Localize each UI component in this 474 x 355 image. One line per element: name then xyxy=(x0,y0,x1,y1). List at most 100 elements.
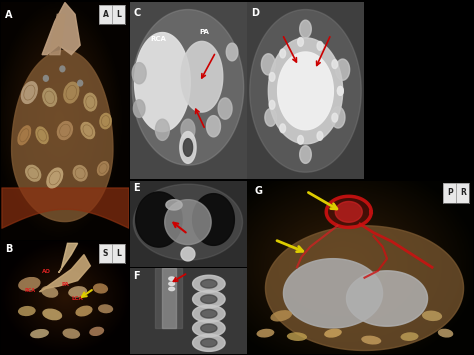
Polygon shape xyxy=(226,43,238,61)
Text: C: C xyxy=(133,8,141,18)
Text: A: A xyxy=(103,10,109,19)
Text: B: B xyxy=(5,245,13,255)
Polygon shape xyxy=(335,202,362,222)
Text: S: S xyxy=(103,249,108,258)
Text: D: D xyxy=(251,8,259,18)
Text: F: F xyxy=(133,271,140,281)
Ellipse shape xyxy=(25,165,41,182)
Polygon shape xyxy=(331,107,345,128)
Polygon shape xyxy=(326,196,371,228)
Ellipse shape xyxy=(18,125,31,146)
Ellipse shape xyxy=(438,329,453,338)
Polygon shape xyxy=(192,305,225,322)
Ellipse shape xyxy=(21,81,38,104)
Polygon shape xyxy=(169,287,174,291)
Polygon shape xyxy=(201,324,217,333)
Polygon shape xyxy=(181,119,195,140)
Polygon shape xyxy=(317,131,323,140)
Ellipse shape xyxy=(270,310,292,322)
Polygon shape xyxy=(269,100,275,109)
Text: AO: AO xyxy=(42,269,51,274)
Ellipse shape xyxy=(63,82,80,104)
Polygon shape xyxy=(135,33,190,132)
Polygon shape xyxy=(280,124,285,133)
Polygon shape xyxy=(261,54,275,75)
Text: RCA: RCA xyxy=(24,288,35,293)
Text: G: G xyxy=(254,186,262,196)
Polygon shape xyxy=(283,259,383,328)
Text: PA: PA xyxy=(200,29,210,35)
Polygon shape xyxy=(332,113,337,122)
Polygon shape xyxy=(155,119,169,140)
Polygon shape xyxy=(163,268,176,328)
Ellipse shape xyxy=(73,165,88,182)
Text: A: A xyxy=(5,10,13,20)
Polygon shape xyxy=(280,49,285,58)
Text: RCA: RCA xyxy=(151,36,167,42)
Polygon shape xyxy=(169,282,174,285)
Polygon shape xyxy=(155,268,182,328)
Polygon shape xyxy=(201,295,217,304)
Text: R: R xyxy=(460,189,465,197)
Polygon shape xyxy=(192,334,225,351)
Ellipse shape xyxy=(41,286,58,298)
Polygon shape xyxy=(133,100,145,118)
Polygon shape xyxy=(218,98,232,119)
Text: PA: PA xyxy=(61,282,69,287)
Ellipse shape xyxy=(361,335,381,345)
Polygon shape xyxy=(133,184,243,260)
Text: L: L xyxy=(116,10,121,19)
Ellipse shape xyxy=(81,122,95,140)
Text: L: L xyxy=(116,249,121,258)
Polygon shape xyxy=(132,10,244,165)
Polygon shape xyxy=(132,62,146,84)
Polygon shape xyxy=(269,72,275,81)
Polygon shape xyxy=(201,310,217,318)
Polygon shape xyxy=(337,87,343,95)
Polygon shape xyxy=(169,277,174,280)
Ellipse shape xyxy=(59,65,65,72)
Ellipse shape xyxy=(287,332,307,341)
Polygon shape xyxy=(39,255,91,292)
Ellipse shape xyxy=(36,126,49,144)
Ellipse shape xyxy=(42,88,57,107)
Polygon shape xyxy=(181,42,223,112)
Ellipse shape xyxy=(57,121,73,140)
Polygon shape xyxy=(192,275,225,292)
Ellipse shape xyxy=(46,168,64,189)
Polygon shape xyxy=(166,200,182,210)
Polygon shape xyxy=(265,109,276,126)
Polygon shape xyxy=(207,116,220,137)
Polygon shape xyxy=(346,271,428,326)
Polygon shape xyxy=(181,247,195,261)
Polygon shape xyxy=(136,192,182,247)
Polygon shape xyxy=(42,2,80,55)
Ellipse shape xyxy=(256,329,274,338)
Polygon shape xyxy=(183,138,192,156)
Polygon shape xyxy=(268,38,343,144)
Polygon shape xyxy=(192,193,234,245)
Ellipse shape xyxy=(18,306,36,316)
Ellipse shape xyxy=(83,93,97,111)
Ellipse shape xyxy=(18,277,41,291)
Text: P: P xyxy=(447,189,453,197)
Ellipse shape xyxy=(422,311,442,321)
Polygon shape xyxy=(265,226,464,350)
Polygon shape xyxy=(192,291,225,308)
Ellipse shape xyxy=(42,308,62,320)
Ellipse shape xyxy=(99,113,112,129)
Polygon shape xyxy=(300,146,311,163)
Ellipse shape xyxy=(97,161,109,176)
Ellipse shape xyxy=(93,283,108,294)
Text: E: E xyxy=(133,183,140,193)
Polygon shape xyxy=(59,243,78,273)
Ellipse shape xyxy=(43,75,49,82)
Polygon shape xyxy=(337,87,343,95)
Polygon shape xyxy=(180,132,196,163)
Ellipse shape xyxy=(77,80,83,87)
Polygon shape xyxy=(332,60,337,69)
Ellipse shape xyxy=(401,332,419,341)
Polygon shape xyxy=(11,50,113,222)
Text: LCA: LCA xyxy=(71,296,83,301)
Polygon shape xyxy=(165,200,211,245)
